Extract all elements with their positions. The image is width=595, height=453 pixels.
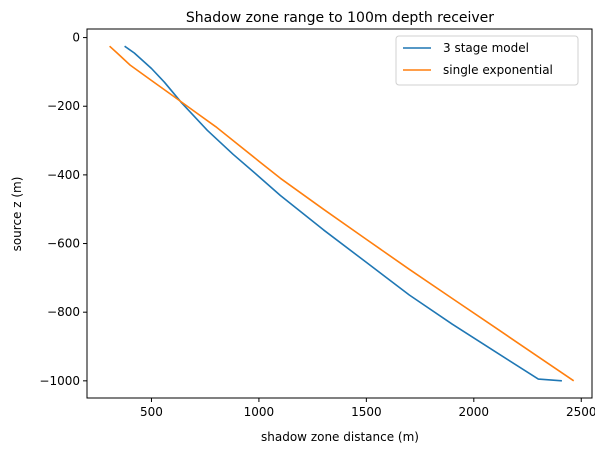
legend-label-1: 3 stage model — [443, 41, 529, 55]
series-line-1 — [124, 45, 562, 382]
x-axis-label: shadow zone distance (m) — [261, 430, 419, 444]
y-axis: 0 −200 −400 −600 −800 −1000 — [39, 31, 87, 388]
x-tick-label: 2000 — [459, 405, 490, 419]
y-tick-label: −1000 — [39, 374, 80, 388]
x-axis: 500 1000 1500 2000 2500 — [140, 398, 595, 419]
y-tick-label: −600 — [47, 237, 80, 251]
plot-frame — [86, 28, 593, 399]
legend-box — [395, 35, 579, 86]
legend: 3 stage model single exponential — [395, 35, 579, 86]
x-tick-label: 500 — [140, 405, 163, 419]
y-tick-label: −400 — [47, 168, 80, 182]
x-tick-label: 1500 — [351, 405, 382, 419]
chart-title: Shadow zone range to 100m depth receiver — [186, 10, 494, 26]
y-tick-label: 0 — [72, 31, 80, 45]
x-tick-label: 2500 — [566, 405, 595, 419]
x-tick-label: 1000 — [244, 405, 275, 419]
y-tick-label: −200 — [47, 99, 80, 113]
y-axis-label: source z (m) — [10, 177, 24, 252]
y-tick-label: −800 — [47, 305, 80, 319]
legend-label-2: single exponential — [443, 63, 553, 77]
series-line-2 — [109, 45, 575, 382]
series-lines — [109, 45, 575, 382]
